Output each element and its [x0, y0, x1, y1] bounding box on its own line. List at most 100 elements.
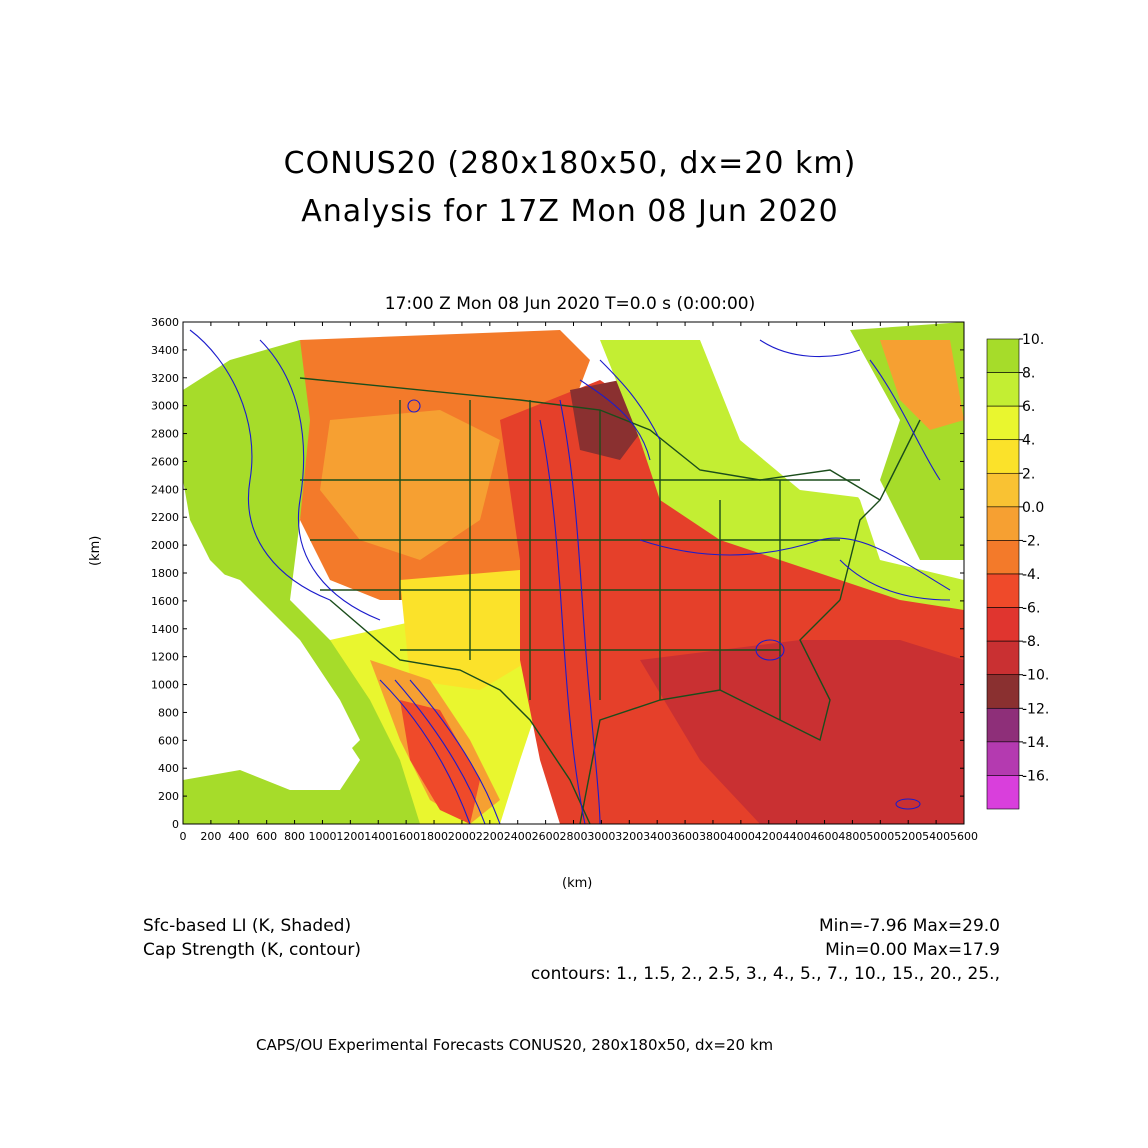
field2-name: Cap Strength (K, contour) [143, 940, 361, 960]
contour-11 [839, 559, 951, 601]
colorbar-swatch [986, 472, 1020, 508]
colorbar-swatch [986, 607, 1020, 642]
x-tick-label: 400 [228, 830, 249, 843]
x-tick-label: 2400 [504, 830, 532, 843]
contour-3 [379, 679, 471, 824]
contour-ring-2 [755, 639, 785, 661]
field-orange-ne [880, 340, 964, 430]
y-tick-label: 2600 [151, 455, 179, 468]
colorbar-label: -6. [1022, 601, 1040, 617]
y-tick-label: 0 [172, 818, 179, 831]
y-tick-label: 1800 [151, 567, 179, 580]
y-tick-label: 3200 [151, 372, 179, 385]
contour-9 [599, 359, 661, 441]
contour-7 [559, 399, 601, 824]
credit-line: CAPS/OU Experimental Forecasts CONUS20, … [256, 1036, 774, 1054]
x-tick-label: 2200 [476, 830, 504, 843]
x-tick-label: 2000 [448, 830, 476, 843]
cap-strength-contours [189, 329, 951, 824]
contour-4 [394, 679, 486, 824]
contour-levels: contours: 1., 1.5, 2., 2.5, 3., 4., 5., … [530, 964, 1000, 984]
colorbar-label: 2. [1022, 466, 1035, 482]
contour-ring-1 [407, 399, 421, 413]
y-tick-label: 1200 [151, 651, 179, 664]
colorbar-swatch [986, 338, 1020, 373]
y-tick-label: 1400 [151, 623, 179, 636]
colorbar-swatch [986, 707, 1020, 743]
us-canada-border [299, 377, 881, 501]
x-tick-label: 1400 [364, 830, 392, 843]
x-tick-label: 800 [284, 830, 305, 843]
colorbar-label: -16. [1022, 768, 1049, 784]
x-tick-label: 3400 [643, 830, 671, 843]
colorbar: 10. 8. 6. 4. 2. 0.0 -2. -4. -6. -8. -10. -12. -14. -1… [986, 332, 1049, 810]
y-tick-label: 1000 [151, 679, 179, 692]
shaded-li-field [183, 322, 964, 824]
x-tick-label: 2800 [560, 830, 588, 843]
x-tick-label: 4600 [811, 830, 839, 843]
colorbar-swatch [986, 573, 1020, 608]
y-tick-label: 400 [158, 762, 179, 775]
east-coast [839, 419, 921, 601]
x-tick-label: 0 [180, 830, 187, 843]
colorbar-label: -14. [1022, 735, 1049, 751]
colorbar-label: -12. [1022, 701, 1049, 717]
x-axis-ticks: 0 200 400 600 800 1000 1200 1400 1600 1800 2000 220… [180, 322, 978, 843]
x-tick-label: 600 [256, 830, 277, 843]
us-mexico-border [329, 599, 591, 824]
x-tick-label: 1800 [420, 830, 448, 843]
contour-5 [409, 679, 501, 824]
y-tick-label: 800 [158, 706, 179, 719]
contour-1 [189, 329, 331, 601]
y-tick-label: 3000 [151, 400, 179, 413]
colorbar-swatch [986, 439, 1020, 474]
colorbar-swatch [986, 640, 1020, 676]
contour-10 [639, 537, 951, 591]
contour-6 [539, 419, 586, 824]
y-tick-label: 2800 [151, 428, 179, 441]
x-tick-label: 1000 [308, 830, 336, 843]
x-tick-label: 4200 [755, 830, 783, 843]
colorbar-swatch [986, 506, 1020, 541]
colorbar-label: 0.0 [1022, 500, 1044, 516]
contour-12 [759, 339, 861, 358]
colorbar-swatch [986, 540, 1020, 575]
y-tick-label: 600 [158, 734, 179, 747]
y-tick-label: 3600 [151, 316, 179, 329]
x-tick-label: 5400 [922, 830, 950, 843]
colorbar-label: -8. [1022, 634, 1040, 650]
x-tick-label: 4800 [838, 830, 866, 843]
colorbar-label: -10. [1022, 668, 1049, 684]
y-tick-label: 3400 [151, 344, 179, 357]
field2-range: Min=0.00 Max=17.9 [825, 940, 1000, 960]
colorbar-swatch [986, 405, 1020, 441]
y-tick-label: 2400 [151, 483, 179, 496]
field-white-pacific [183, 560, 360, 770]
contour-ring-3 [895, 798, 921, 810]
contour-2 [259, 339, 381, 621]
contour-13 [869, 359, 941, 481]
x-tick-label: 3600 [671, 830, 699, 843]
x-axis-label: (km) [562, 876, 593, 891]
plot-subtitle: 17:00 Z Mon 08 Jun 2020 T=0.0 s (0:00:00… [384, 294, 756, 314]
colorbar-swatch [986, 372, 1020, 407]
field-darkred-south [640, 640, 964, 824]
y-tick-label: 2200 [151, 511, 179, 524]
y-axis-ticks: 0 200 400 600 800 1000 1200 1400 1600 1800 2000 220… [151, 316, 964, 831]
colorbar-label: 4. [1022, 433, 1035, 449]
colorbar-label: 8. [1022, 366, 1035, 382]
colorbar-label: -4. [1022, 567, 1040, 583]
colorbar-label: -2. [1022, 533, 1040, 549]
colorbar-swatch [986, 674, 1020, 709]
contour-8 [579, 379, 651, 461]
figure-title-line1: CONUS20 (280x180x50, dx=20 km) [283, 146, 857, 181]
colorbar-label: 6. [1022, 399, 1035, 415]
boundary-lines [299, 377, 921, 824]
field-white-northeast [700, 330, 920, 500]
field-orange-patch [320, 410, 500, 560]
x-tick-label: 3800 [699, 830, 727, 843]
x-tick-label: 5000 [866, 830, 894, 843]
x-tick-label: 1200 [336, 830, 364, 843]
x-tick-label: 4400 [783, 830, 811, 843]
